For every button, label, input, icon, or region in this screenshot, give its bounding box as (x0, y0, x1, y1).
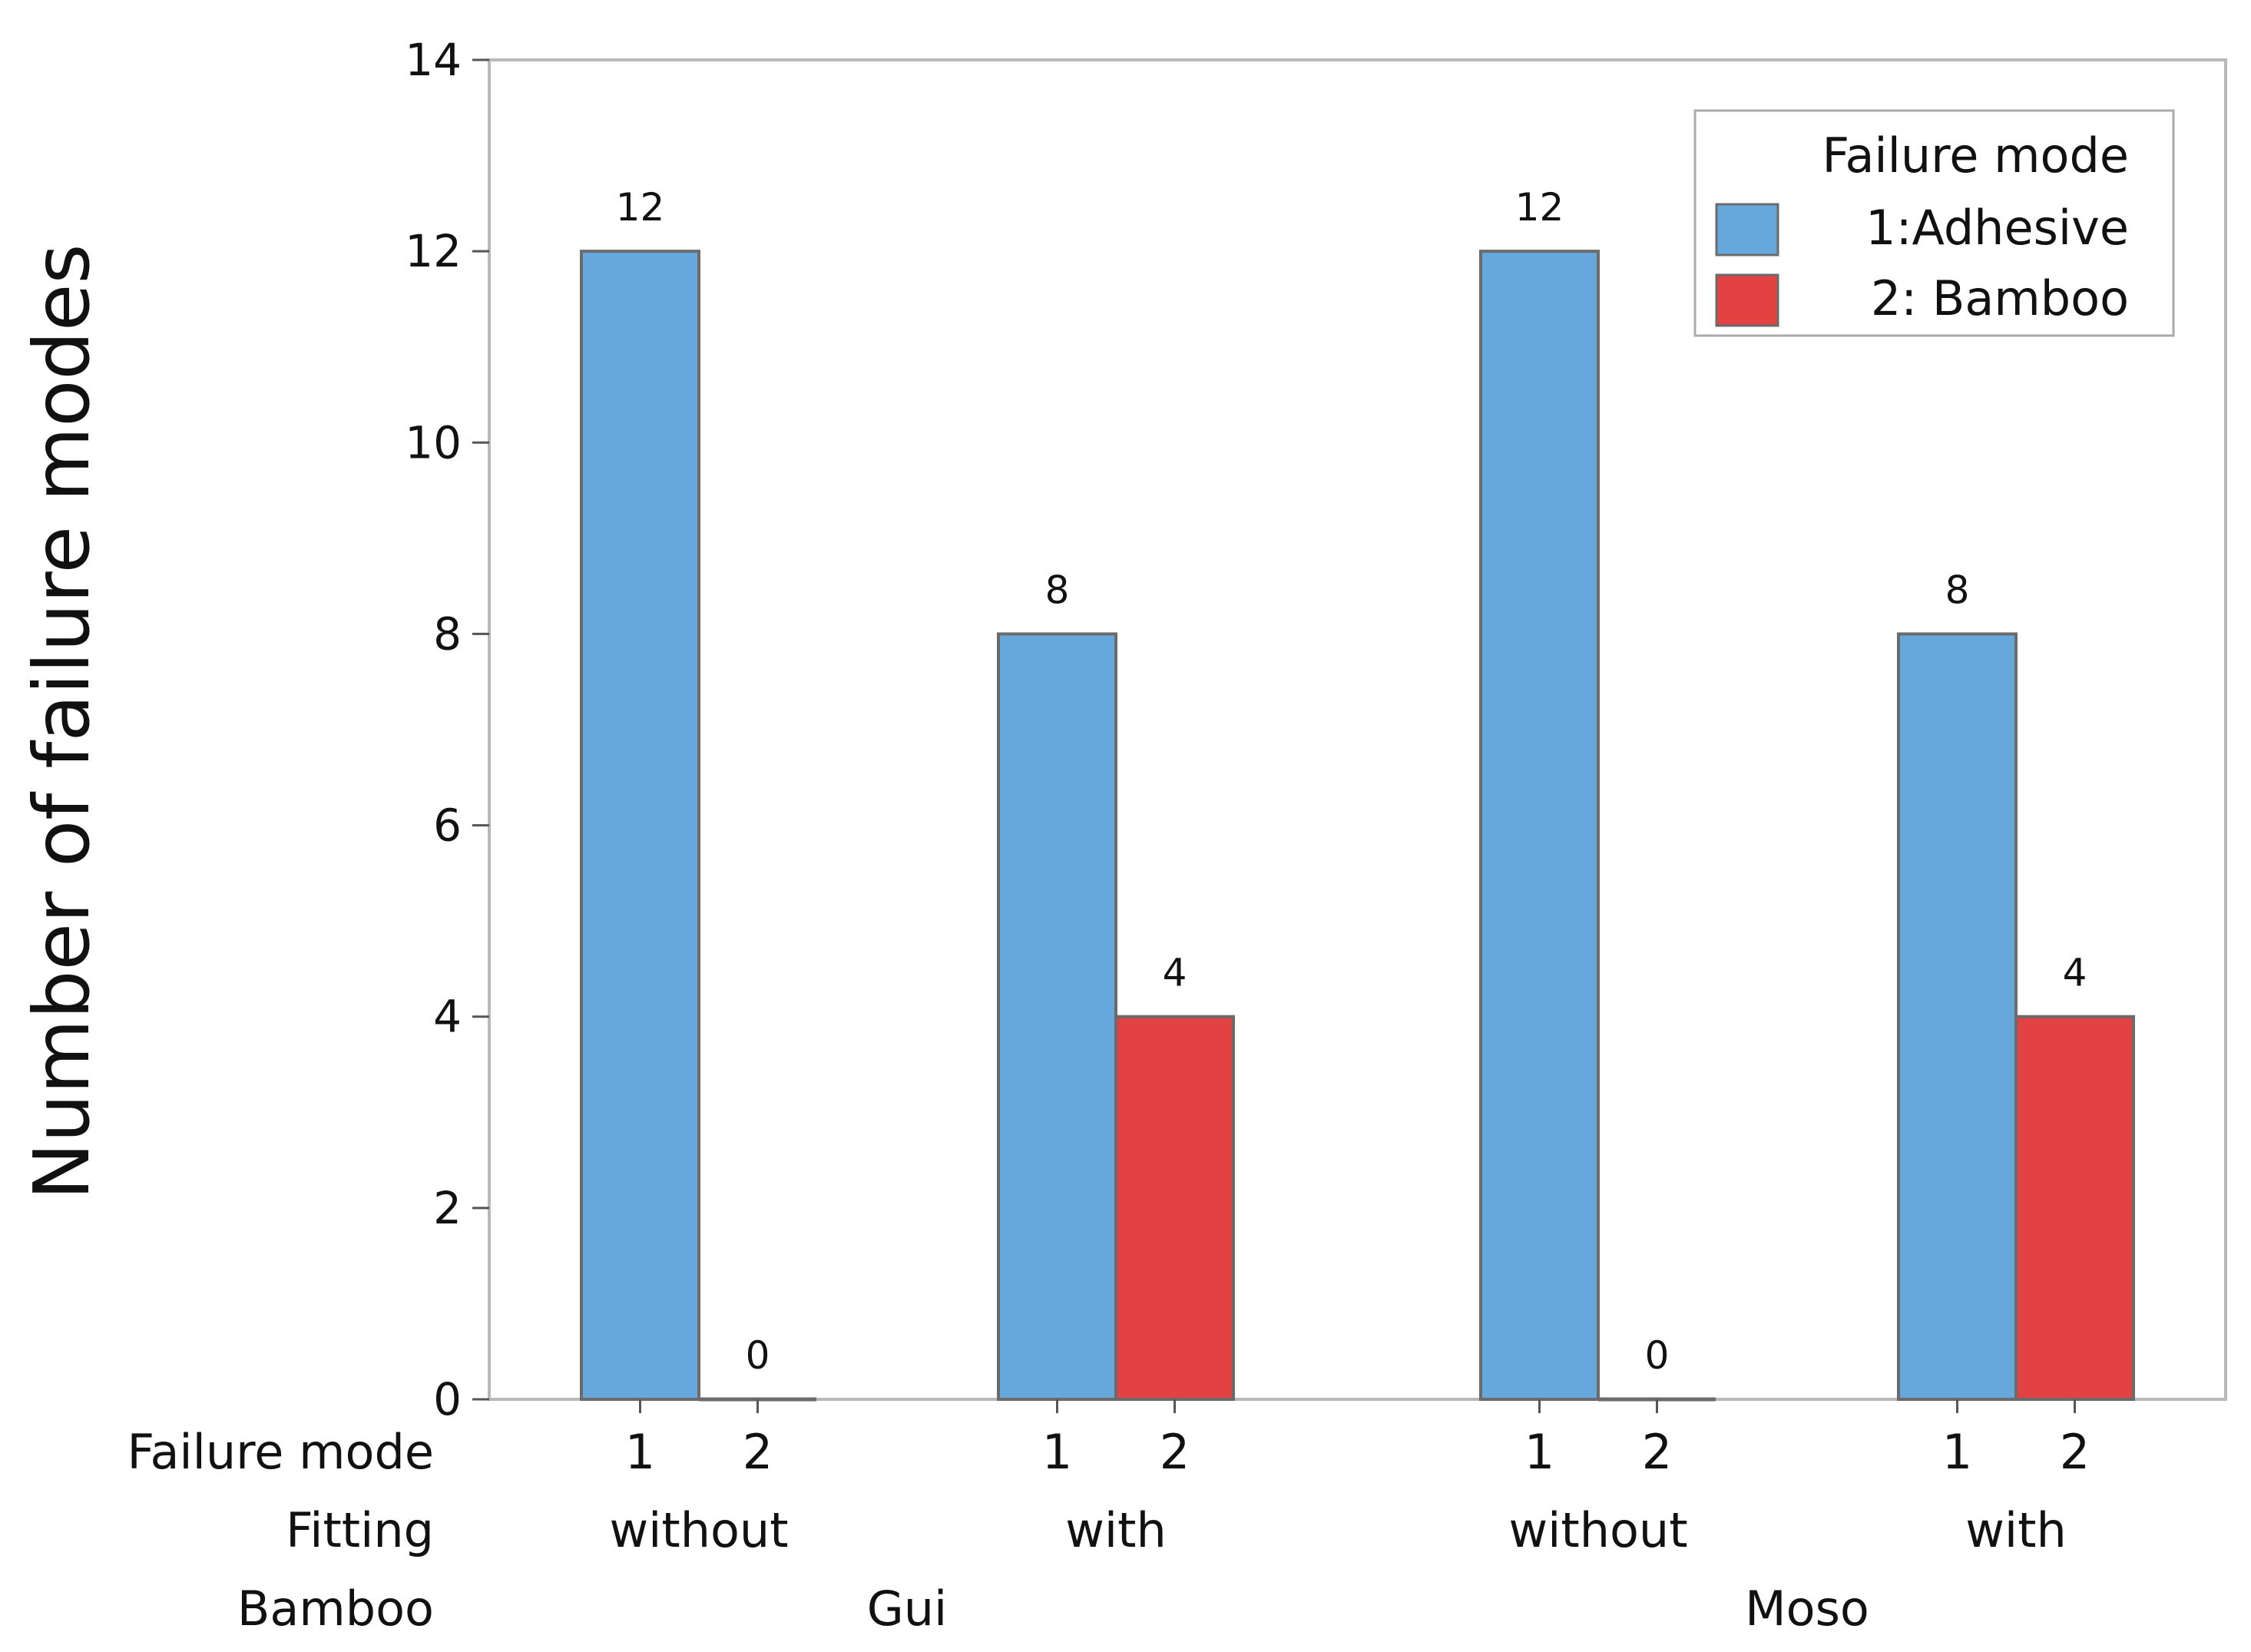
data-label: 12 (1515, 185, 1564, 230)
x-mode-label: 1 (1524, 1424, 1554, 1480)
x-fitting-label: with (1965, 1502, 2067, 1558)
x-fitting-label: without (1508, 1502, 1687, 1558)
y-tick-label: 10 (405, 416, 462, 468)
y-tick-label: 4 (433, 991, 462, 1043)
data-label: 8 (1045, 568, 1070, 612)
y-tick-label: 0 (433, 1373, 462, 1425)
x-fitting-label: with (1065, 1502, 1167, 1558)
bar-gui-without-mode-1 (580, 250, 700, 1402)
y-tick-label: 8 (433, 607, 462, 660)
x-mode-label: 2 (1642, 1424, 1672, 1480)
x-mode-label: 2 (743, 1424, 773, 1480)
row-title-failure-mode: Failure mode (127, 1424, 434, 1480)
bar-gui-with-mode-2 (1114, 1015, 1235, 1401)
data-label: 4 (2063, 951, 2087, 995)
data-label: 8 (1945, 568, 1970, 612)
y-tick-label: 12 (405, 225, 462, 277)
bar-gui-with-mode-1 (997, 632, 1117, 1401)
x-mode-label: 1 (625, 1424, 655, 1480)
y-axis-label: Number of failure modes (17, 243, 107, 1200)
data-label: 4 (1163, 951, 1187, 995)
data-label: 0 (1645, 1333, 1670, 1378)
x-mode-label: 1 (1042, 1424, 1072, 1480)
bar-moso-with-mode-2 (2014, 1015, 2135, 1401)
legend-entry-label: 2: Bamboo (1871, 270, 2129, 326)
plot-frame (488, 58, 2227, 1401)
legend-title: Failure mode (1822, 127, 2129, 184)
x-mode-label: 2 (1160, 1424, 1190, 1480)
data-label: 12 (616, 185, 665, 230)
y-tick-label: 2 (433, 1182, 462, 1234)
data-label: 0 (746, 1333, 770, 1378)
legend-entry-label: 1:Adhesive (1865, 200, 2129, 256)
bar-moso-without-mode-1 (1479, 250, 1600, 1402)
y-tick-label: 14 (405, 34, 462, 86)
x-bamboo-label: Moso (1745, 1581, 1869, 1637)
row-title-bamboo: Bamboo (237, 1581, 434, 1637)
y-tick-label: 6 (433, 800, 462, 852)
legend-swatch (1715, 203, 1779, 257)
x-mode-label: 2 (2060, 1424, 2090, 1480)
x-fitting-label: without (609, 1502, 788, 1558)
row-title-fitting: Fitting (286, 1502, 434, 1558)
x-mode-label: 1 (1942, 1424, 1972, 1480)
x-bamboo-label: Gui (867, 1581, 948, 1637)
legend-swatch (1715, 273, 1779, 327)
bar-moso-with-mode-1 (1897, 632, 2018, 1401)
